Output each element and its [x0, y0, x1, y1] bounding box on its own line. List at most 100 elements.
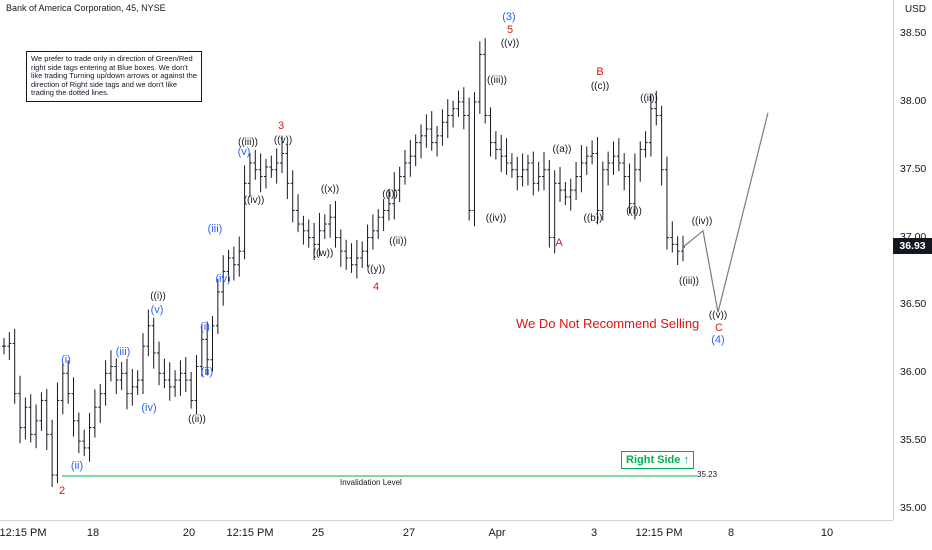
ohlc-bar [493, 131, 498, 160]
ohlc-bar [34, 404, 39, 449]
ohlc-bar [477, 41, 482, 114]
ohlc-bar [648, 94, 653, 157]
wave-label: ((i)) [382, 189, 398, 200]
ohlc-bar [579, 145, 584, 193]
ohlc-bar [654, 90, 659, 126]
ohlc-bar [584, 146, 589, 175]
ohlc-bar [638, 141, 643, 182]
wave-label: (iv) [141, 402, 157, 414]
wave-label: ((iii)) [487, 75, 507, 86]
wave-label: 5 [506, 24, 514, 36]
wave-label: (ii) [200, 366, 214, 378]
ohlc-bar [681, 235, 685, 262]
ohlc-bar [467, 97, 472, 221]
ohlc-bar [162, 358, 167, 389]
wave-label: (iii) [115, 346, 131, 358]
ohlc-bar [178, 360, 183, 396]
ohlc-bar [338, 229, 343, 267]
ohlc-bar [119, 361, 124, 391]
ohlc-bar [39, 392, 44, 431]
ohlc-bar [71, 377, 76, 437]
ohlc-bar [360, 241, 365, 268]
wave-label: 3 [277, 120, 285, 132]
wave-label: ((a)) [552, 144, 572, 155]
ohlc-bar [124, 358, 129, 410]
wave-label: ((iii)) [679, 276, 699, 287]
ohlc-bar [488, 107, 493, 157]
ohlc-bars [2, 38, 685, 488]
ohlc-bar [23, 397, 28, 440]
ohlc-bar [7, 332, 12, 361]
ohlc-bar [296, 194, 301, 233]
ohlc-bar [451, 100, 456, 128]
ohlc-bar [141, 333, 146, 394]
ohlc-bar [563, 181, 568, 206]
ohlc-bar [274, 148, 279, 184]
ohlc-bar [370, 214, 375, 250]
wave-label: 2 [58, 485, 66, 497]
time-tick: 3 [590, 527, 598, 539]
wave-label: ((ii)) [640, 93, 658, 104]
ohlc-bar [541, 151, 546, 191]
ohlc-bar [509, 153, 514, 178]
ohlc-bar [226, 249, 231, 282]
ohlc-bar [413, 134, 418, 167]
ohlc-bar [429, 111, 434, 151]
wave-label: (v) [237, 146, 251, 158]
time-tick: 12:15 PM [0, 527, 47, 539]
wave-label: (i) [200, 321, 210, 333]
time-tick: 12:15 PM [635, 527, 683, 539]
time-tick: 12:15 PM [226, 527, 274, 539]
ohlc-bar [504, 138, 509, 175]
ohlc-bar [622, 153, 627, 191]
invalidation-value: 35.23 [697, 470, 718, 479]
ohlc-bar [253, 149, 258, 180]
ohlc-bar [568, 178, 573, 211]
ohlc-bar [397, 166, 402, 203]
ohlc-bar [135, 370, 140, 396]
ohlc-bar [18, 375, 23, 444]
ohlc-bar [402, 149, 407, 185]
ohlc-bar [82, 429, 87, 457]
ohlc-bar [445, 99, 450, 138]
trading-note: We prefer to trade only in direction of … [26, 51, 202, 102]
ohlc-bar [322, 214, 327, 239]
ohlc-bar [312, 222, 317, 261]
ohlc-bar [670, 221, 675, 253]
wave-label: (iv) [215, 273, 231, 285]
ohlc-bar [552, 170, 557, 254]
ohlc-bar [408, 139, 413, 177]
ohlc-bar [194, 355, 199, 415]
chart-title: Bank of America Corporation, 45, NYSE [6, 3, 166, 13]
ohlc-bar [664, 156, 669, 250]
ohlc-bar [354, 240, 359, 279]
price-tick: 37.50 [900, 162, 927, 175]
ohlc-bar [611, 141, 616, 175]
price-axis[interactable] [893, 0, 932, 520]
ohlc-bar [386, 189, 391, 221]
ohlc-bar [440, 109, 445, 146]
price-tick: 36.00 [900, 366, 927, 379]
ohlc-bar [98, 383, 103, 423]
ohlc-bar [258, 153, 263, 193]
ohlc-bar [280, 135, 285, 174]
ohlc-bar [151, 317, 156, 369]
ohlc-bar [461, 87, 466, 130]
ohlc-bar [392, 172, 397, 220]
ohlc-bar [173, 370, 178, 397]
wave-label: ((v)) [708, 310, 728, 321]
ohlc-bar [456, 90, 461, 117]
ohlc-bar [285, 143, 290, 200]
ohlc-bar [50, 419, 55, 488]
ohlc-bar [205, 321, 210, 376]
wave-label: C [715, 322, 723, 334]
wave-label: ((i)) [150, 291, 166, 302]
ohlc-bar [28, 394, 33, 443]
ohlc-bar [349, 243, 354, 273]
ohlc-bar [189, 371, 194, 409]
ohlc-bar [167, 362, 172, 401]
ohlc-bar [146, 309, 151, 357]
ohlc-bar [595, 137, 600, 225]
ohlc-bar [103, 360, 108, 406]
